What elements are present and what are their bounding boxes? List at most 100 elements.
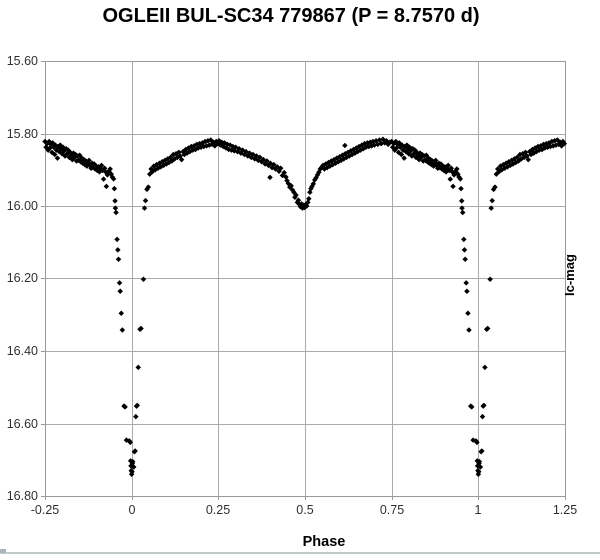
data-point-diamond: [489, 197, 495, 204]
data-point-diamond: [115, 247, 121, 253]
data-point-diamond: [257, 154, 263, 161]
data-point-diamond: [474, 439, 480, 446]
data-point-diamond: [129, 468, 135, 475]
data-point-diamond: [468, 404, 475, 410]
y-tick-label: 16.60: [6, 417, 38, 431]
data-point-diamond: [484, 325, 491, 332]
data-point-diamond: [127, 439, 134, 446]
data-point-diamond: [454, 166, 460, 172]
x-tick-label: 0.5: [296, 503, 314, 517]
x-tick-label: 0.25: [205, 503, 231, 517]
data-point-diamond: [107, 166, 113, 172]
y-tick-label: 16.20: [6, 271, 38, 285]
data-point-diamond: [118, 310, 125, 317]
data-point-diamond: [293, 192, 299, 198]
data-point-diamond: [461, 236, 467, 243]
data-point-diamond: [492, 184, 498, 190]
data-point-diamond: [561, 140, 568, 147]
data-point-diamond: [122, 404, 128, 410]
y-tick-label: 16.40: [6, 344, 38, 358]
data-point-diamond: [98, 162, 105, 169]
x-tick-label: -0.25: [30, 503, 60, 517]
data-point-diamond: [112, 198, 118, 204]
data-point-diamond: [459, 205, 465, 211]
data-point-diamond: [481, 402, 487, 409]
data-point-diamond: [458, 198, 465, 204]
data-point-diamond: [133, 413, 139, 420]
data-point-diamond: [281, 169, 287, 176]
data-point-diamond: [141, 205, 148, 211]
plot-border: [45, 61, 566, 497]
data-points: [42, 136, 568, 477]
chart-title: OGLEII BUL-SC34 779867 (P = 8.7570 d): [102, 5, 480, 27]
chart-bottom-edge: [0, 552, 600, 554]
data-point-diamond: [135, 364, 142, 371]
data-point-diamond: [117, 288, 123, 294]
x-tick-label: 0: [128, 503, 136, 517]
data-point-diamond: [432, 157, 439, 164]
data-point-diamond: [462, 256, 468, 263]
data-point-diamond: [295, 197, 302, 203]
data-point-diamond: [145, 184, 152, 190]
x-axis-title: Phase: [302, 534, 346, 550]
data-point-diamond: [140, 276, 147, 282]
data-point-diamond: [116, 280, 123, 286]
data-point-diamond: [457, 176, 464, 182]
y-tick-label: 16.80: [6, 489, 38, 503]
x-tick-label: 1: [474, 503, 482, 517]
data-point-diamond: [464, 288, 470, 294]
data-point-diamond: [447, 176, 454, 182]
data-point-diamond: [114, 236, 120, 243]
y-tick-label: 15.60: [6, 54, 38, 68]
data-point-diamond: [142, 197, 149, 204]
data-point-diamond: [479, 448, 485, 454]
x-tick-label: 0.75: [379, 503, 405, 517]
data-point-diamond: [115, 256, 122, 263]
data-point-diamond: [54, 155, 61, 161]
x-tick-label: 1.25: [552, 503, 578, 517]
data-point-diamond: [267, 174, 273, 181]
data-point-diamond: [507, 162, 513, 169]
data-point-diamond: [129, 458, 136, 465]
data-point-diamond: [138, 325, 144, 332]
data-point-diamond: [111, 185, 118, 192]
data-point-diamond: [110, 176, 117, 182]
data-point-diamond: [479, 413, 486, 420]
data-point-diamond: [86, 157, 92, 164]
data-point-diamond: [178, 156, 185, 163]
data-point-diamond: [288, 182, 294, 189]
data-point-diamond: [525, 156, 532, 163]
data-point-diamond: [450, 183, 456, 190]
data-point-diamond: [476, 458, 483, 465]
data-point-diamond: [461, 247, 468, 253]
data-point-diamond: [487, 276, 493, 282]
data-point-diamond: [445, 162, 451, 169]
data-point-diamond: [113, 209, 119, 216]
data-point-diamond: [264, 158, 270, 164]
data-point-diamond: [466, 327, 472, 333]
y-tick-label: 15.80: [6, 127, 38, 141]
data-point-diamond: [130, 464, 137, 470]
data-point-diamond: [103, 183, 110, 190]
data-point-diamond: [132, 448, 138, 454]
data-point-diamond: [401, 155, 407, 161]
data-point-diamond: [458, 185, 464, 192]
data-point-diamond: [271, 161, 277, 168]
data-point-diamond: [488, 205, 494, 211]
data-point-diamond: [51, 151, 58, 158]
data-point-diamond: [277, 165, 284, 172]
data-point-diamond: [463, 280, 469, 286]
data-point-diamond: [342, 142, 348, 149]
data-point-diamond: [465, 310, 471, 317]
data-point-diamond: [387, 139, 393, 145]
data-point-diamond: [112, 205, 119, 211]
data-point-diamond: [306, 196, 312, 202]
chart-bottom-left-corner: [0, 549, 6, 553]
y-axis-title: Ic-mag: [562, 254, 577, 296]
data-point-diamond: [475, 468, 482, 475]
data-point-diamond: [398, 151, 405, 158]
data-point-diamond: [459, 209, 466, 216]
data-point-diamond: [119, 327, 126, 333]
